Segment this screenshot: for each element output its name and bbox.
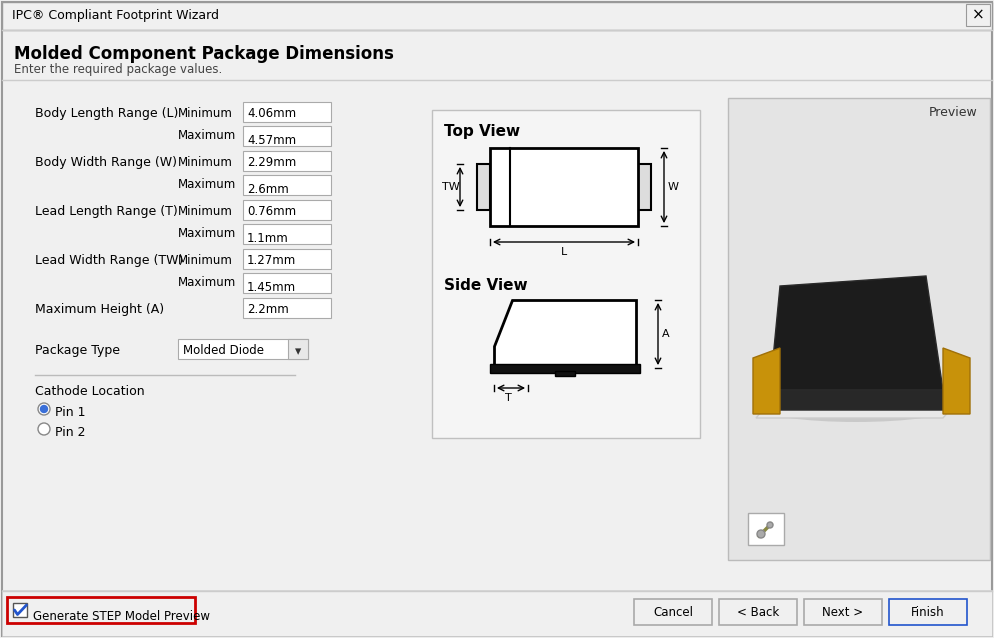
- Bar: [243, 151, 331, 171]
- Text: Top View: Top View: [444, 124, 520, 139]
- Bar: [243, 249, 331, 269]
- Text: Maximum: Maximum: [178, 227, 237, 240]
- Text: Lead Length Range (T): Lead Length Range (T): [35, 205, 178, 218]
- Text: Minimum: Minimum: [178, 156, 233, 169]
- Text: Lead Width Range (TW): Lead Width Range (TW): [35, 254, 183, 267]
- Bar: [2, 590, 992, 636]
- Text: Preview: Preview: [929, 105, 978, 119]
- Text: Enter the required package values.: Enter the required package values.: [14, 63, 223, 76]
- Text: Molded Diode: Molded Diode: [183, 344, 264, 357]
- Text: Minimum: Minimum: [178, 107, 233, 120]
- Text: Cancel: Cancel: [653, 605, 693, 618]
- Bar: [719, 599, 797, 625]
- Circle shape: [767, 522, 773, 528]
- Text: Body Length Range (L): Body Length Range (L): [35, 107, 178, 120]
- Bar: [477, 164, 490, 210]
- Text: Cathode Location: Cathode Location: [35, 385, 144, 398]
- Polygon shape: [770, 276, 943, 390]
- Bar: [243, 126, 331, 146]
- Text: L: L: [561, 247, 568, 257]
- Bar: [490, 364, 640, 373]
- Bar: [966, 4, 990, 26]
- Text: 1.27mm: 1.27mm: [247, 254, 296, 267]
- Text: Maximum Height (A): Maximum Height (A): [35, 303, 164, 316]
- Text: A: A: [662, 329, 670, 339]
- Text: Pin 1: Pin 1: [55, 406, 85, 419]
- Ellipse shape: [761, 394, 951, 422]
- Polygon shape: [494, 300, 636, 368]
- Text: Package Type: Package Type: [35, 344, 120, 357]
- Polygon shape: [943, 348, 970, 414]
- Text: 4.57mm: 4.57mm: [247, 134, 296, 147]
- Bar: [243, 224, 331, 244]
- Bar: [555, 371, 575, 376]
- Text: Side View: Side View: [444, 278, 528, 293]
- Circle shape: [757, 530, 765, 538]
- Text: Body Width Range (W): Body Width Range (W): [35, 156, 177, 169]
- Bar: [178, 339, 308, 359]
- Text: W: W: [668, 182, 679, 192]
- Bar: [13, 603, 27, 617]
- Text: Generate STEP Model Preview: Generate STEP Model Preview: [33, 611, 210, 623]
- Text: 2.6mm: 2.6mm: [247, 183, 288, 196]
- Polygon shape: [756, 410, 950, 418]
- Bar: [889, 599, 967, 625]
- Text: T: T: [505, 393, 511, 403]
- Bar: [748, 513, 784, 545]
- Bar: [634, 599, 712, 625]
- Bar: [243, 200, 331, 220]
- Text: Maximum: Maximum: [178, 129, 237, 142]
- Text: Finish: Finish: [911, 605, 945, 618]
- Text: 1.45mm: 1.45mm: [247, 281, 296, 294]
- Text: 1.1mm: 1.1mm: [247, 232, 288, 245]
- Bar: [243, 102, 331, 122]
- Text: Next >: Next >: [822, 605, 864, 618]
- Circle shape: [38, 423, 50, 435]
- Circle shape: [41, 406, 48, 413]
- Text: IPC® Compliant Footprint Wizard: IPC® Compliant Footprint Wizard: [12, 8, 219, 22]
- Bar: [288, 339, 308, 359]
- Bar: [490, 148, 638, 226]
- Circle shape: [38, 403, 50, 415]
- Text: 2.2mm: 2.2mm: [247, 303, 288, 316]
- Bar: [638, 164, 651, 210]
- Text: 0.76mm: 0.76mm: [247, 205, 296, 218]
- Bar: [243, 298, 331, 318]
- Text: < Back: < Back: [737, 605, 779, 618]
- Text: Molded Component Package Dimensions: Molded Component Package Dimensions: [14, 45, 394, 63]
- Text: Maximum: Maximum: [178, 178, 237, 191]
- Text: Minimum: Minimum: [178, 205, 233, 218]
- Bar: [804, 599, 882, 625]
- Text: TW: TW: [442, 182, 460, 192]
- Text: ×: ×: [971, 8, 984, 22]
- Text: ▾: ▾: [295, 345, 301, 358]
- Polygon shape: [763, 390, 950, 410]
- Text: Pin 2: Pin 2: [55, 426, 85, 439]
- Text: Maximum: Maximum: [178, 276, 237, 289]
- Text: 4.06mm: 4.06mm: [247, 107, 296, 120]
- Bar: [2, 2, 992, 30]
- Bar: [243, 175, 331, 195]
- Text: Minimum: Minimum: [178, 254, 233, 267]
- Bar: [432, 110, 700, 438]
- Text: 2.29mm: 2.29mm: [247, 156, 296, 169]
- Bar: [243, 273, 331, 293]
- Polygon shape: [753, 348, 780, 414]
- Bar: [7, 597, 195, 623]
- Bar: [728, 98, 990, 560]
